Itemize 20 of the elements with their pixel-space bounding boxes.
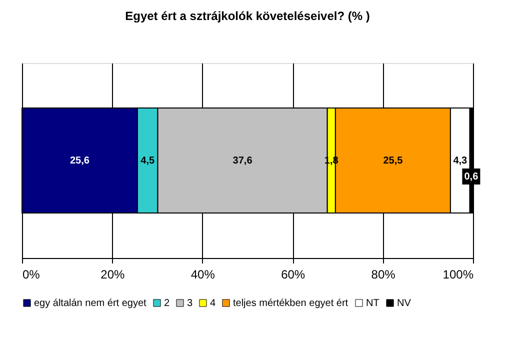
- x-tick-label: 40%: [190, 268, 216, 282]
- legend-label: 3: [187, 298, 193, 309]
- x-tick-label: 100%: [442, 268, 474, 282]
- data-label: 25,5: [383, 156, 404, 166]
- chart-title: Egyet ért a sztrájkolók követeléseivel? (% ): [125, 9, 370, 23]
- legend-label: teljes mértékben egyet ért: [233, 298, 348, 309]
- x-tick-label: 60%: [281, 268, 306, 282]
- legend-label: NV: [397, 298, 412, 309]
- data-label: 37,6: [232, 156, 253, 166]
- x-tick-label: 0%: [22, 268, 40, 282]
- x-tick-label: 20%: [100, 268, 126, 282]
- data-label: 4,3: [453, 156, 468, 166]
- data-label: 25,6: [70, 156, 90, 166]
- data-label: 4,5: [140, 156, 155, 166]
- legend-label: egy általán nem ért egyet: [34, 298, 147, 309]
- x-tick-label: 80%: [371, 268, 396, 282]
- legend-label: 4: [210, 298, 216, 309]
- legend-label: NT: [366, 298, 380, 309]
- legend-label: 2: [164, 298, 170, 309]
- data-label: 0,6: [464, 172, 479, 182]
